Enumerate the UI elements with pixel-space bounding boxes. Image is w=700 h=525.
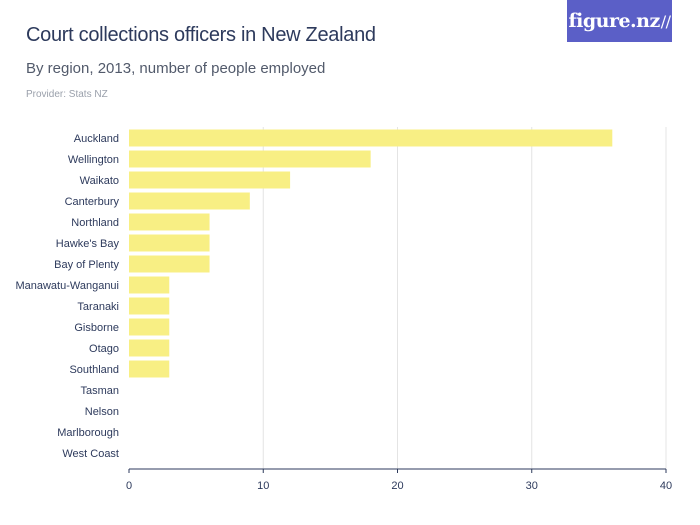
x-axis-tick-labels: 0 10 20 30 40 — [126, 469, 672, 492]
x-tick-label: 10 — [257, 480, 269, 492]
x-tick-label: 20 — [391, 480, 403, 492]
bar-gisborne[interactable] — [129, 318, 170, 336]
chart-subtitle: By region, 2013, number of people employ… — [26, 60, 326, 77]
bar-waikato[interactable] — [129, 171, 291, 189]
category-label: Taranaki — [77, 301, 119, 313]
logo-text: figure.nz — [568, 10, 660, 32]
bar-taranaki[interactable] — [129, 297, 170, 315]
logo-slash-icon: // — [660, 11, 671, 31]
category-label: Hawke's Bay — [56, 238, 120, 250]
figure-nz-logo[interactable]: figure.nz// — [567, 0, 672, 42]
category-label: Marlborough — [57, 427, 119, 439]
category-label: Manawatu-Wanganui — [15, 280, 119, 292]
category-label: Bay of Plenty — [54, 259, 119, 271]
category-label: Northland — [71, 217, 119, 229]
x-tick-label: 0 — [126, 480, 132, 492]
category-label: Wellington — [68, 154, 119, 166]
category-label: Tasman — [80, 385, 119, 397]
bar-northland[interactable] — [129, 213, 210, 231]
bars — [129, 129, 613, 378]
bar-hawke-s-bay[interactable] — [129, 234, 210, 252]
category-label: Waikato — [80, 175, 119, 187]
bar-wellington[interactable] — [129, 150, 371, 168]
category-label: Gisborne — [74, 322, 119, 334]
category-label: West Coast — [62, 448, 119, 460]
bar-otago[interactable] — [129, 339, 170, 357]
grid-lines — [262, 127, 667, 469]
bar-southland[interactable] — [129, 360, 170, 378]
bar-manawatu-wanganui[interactable] — [129, 276, 170, 294]
category-label: Otago — [89, 343, 119, 355]
x-tick-label: 40 — [660, 480, 672, 492]
x-tick-label: 30 — [526, 480, 538, 492]
category-label: Southland — [69, 364, 119, 376]
bar-bay-of-plenty[interactable] — [129, 255, 210, 273]
category-label: Auckland — [74, 133, 119, 145]
bar-auckland[interactable] — [129, 129, 613, 147]
category-label: Canterbury — [65, 196, 120, 208]
bar-canterbury[interactable] — [129, 192, 250, 210]
chart-title: Court collections officers in New Zealan… — [26, 24, 376, 46]
provider-note: Provider: Stats NZ — [26, 89, 108, 100]
category-label: Nelson — [85, 406, 119, 418]
category-labels: Auckland Wellington Waikato Canterbury North… — [15, 133, 119, 460]
